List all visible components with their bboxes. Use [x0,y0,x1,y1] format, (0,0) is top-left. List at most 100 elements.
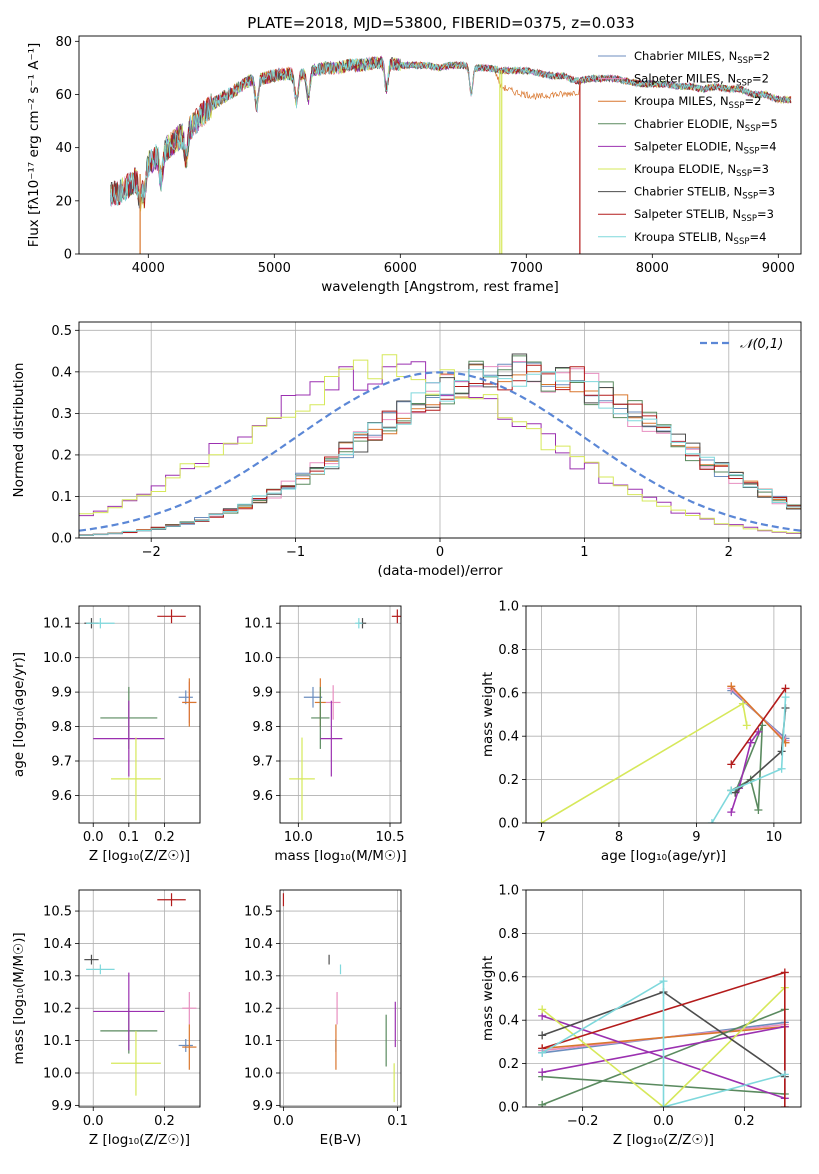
histogram-salpeter-stelib [79,364,801,536]
axes-frame [78,321,802,539]
weight-marker [781,684,790,693]
y-tick-label: 9.9 [252,686,273,701]
y-tick-label: 10.0 [43,1066,72,1081]
plot-area [538,968,789,1107]
weight-marker [781,693,790,702]
weight-line-salpeter-elodie [730,731,760,813]
weight-marker [754,805,763,814]
x-tick-label: 0.0 [83,1114,104,1129]
x-tick-label: 1 [580,545,588,560]
legend-subscript: SSP [736,79,752,89]
x-tick-label: 10 [766,830,783,845]
chart-mass-vs-ebv: 0.0 0.1 9.9 10.0 10.1 10.2 10.3 10.4 10.5 E(B-V) [244,889,408,1148]
weight-marker [727,682,736,691]
spectrum-line-kroupa-stelib [110,57,792,210]
weight-marker [746,738,755,747]
x-tick-label: 0.2 [154,1114,175,1129]
weight-marker [538,1068,547,1077]
y-tick-label: 9.9 [252,1099,273,1114]
weight-marker [727,786,736,795]
y-tick-label: 10.5 [244,905,273,920]
x-tick-label: −0.2 [567,1114,599,1129]
legend-subscript: SSP [734,237,750,247]
weight-line-kroupa-stelib [541,979,786,1107]
x-tick-label: 0 [436,545,444,560]
y-tick-label: 9.9 [51,686,72,701]
x-tick-label: 4000 [132,261,165,276]
weight-marker [780,1070,789,1079]
weight-marker [754,727,763,736]
histogram-kroupa-stelib [79,369,801,536]
chart-age-vs-Z: 0.0 0.1 0.2 9.6 9.7 9.8 9.9 10.0 10.1 Z [log₁₀(Z/… [11,605,201,864]
x-tick-label: 7000 [510,261,543,276]
x-tick-label: 7 [537,830,545,845]
y-tick-label: 10.3 [244,969,273,984]
y-axis-label: Flux [fλ10⁻¹⁷ erg cm⁻² s⁻¹ A⁻¹] [26,43,42,248]
legend-label: Kroupa ELODIE, NSSP=3 [634,162,769,179]
y-tick-label: 9.7 [252,755,273,770]
y-tick-label: 0 [64,248,72,263]
weight-marker [727,808,736,817]
axes-frame [525,605,802,824]
x-tick-label: 9000 [762,261,795,276]
y-tick-label: 10.1 [43,617,72,632]
y-tick-label: 0.0 [498,1101,519,1116]
axes-frame [78,889,201,1108]
y-tick-label: 9.6 [51,789,72,804]
x-tick-label: −1 [286,545,305,560]
normal-curve [79,371,801,532]
legend-label: Kroupa STELIB, NSSP=4 [634,230,766,247]
y-tick-label: 9.6 [252,789,273,804]
y-tick-label: 9.8 [51,720,72,735]
chart-spectrum: 4000 5000 6000 7000 8000 9000 0 20 40 60 80 wavelen… [26,35,802,295]
plot-area [289,609,401,821]
y-tick-label: 10.0 [43,651,72,666]
weight-marker [780,968,789,977]
plot-area [84,893,197,1096]
x-tick-label: 10.5 [376,830,405,845]
x-tick-label: 0.2 [154,830,175,845]
x-tick-label: 0.0 [653,1114,674,1129]
x-axis-label: Z [log₁₀(Z/Z☉)] [89,1132,190,1148]
x-axis-label: Z [log₁₀(Z/Z☉)] [89,848,190,864]
weight-marker [727,760,736,769]
plot-area [110,55,792,254]
legend-value: =2 [752,72,769,86]
weight-marker [777,764,786,773]
legend-label: Chabrier MILES, NSSP=2 [634,49,770,66]
x-tick-label: 8000 [636,261,669,276]
y-tick-label: 10.5 [43,905,72,920]
weight-marker [538,1100,547,1107]
figure-title: PLATE=2018, MJD=53800, FIBERID=0375, z=0… [247,14,634,32]
y-tick-label: 10.3 [43,969,72,984]
y-tick-label: 80 [55,35,72,50]
y-tick-label: 0.2 [498,773,519,788]
legend-value: =2 [744,94,761,108]
y-tick-label: 60 [55,88,72,103]
legend-subscript: SSP [742,192,758,202]
legend-label: Chabrier ELODIE, NSSP=5 [634,117,778,134]
weight-line-kroupa-elodie [541,702,748,823]
weight-marker [538,1005,547,1014]
legend-subscript: SSP [745,124,761,134]
y-tick-label: 1.0 [498,600,519,615]
legend-normal-label: 𝒩(0,1) [740,337,783,352]
x-tick-label: 0.2 [734,1114,755,1129]
y-tick-label: 10.0 [244,1066,273,1081]
weight-marker [780,1103,789,1107]
x-axis-label: mass [log₁₀(M/M☉)] [274,848,406,864]
x-tick-label: 0.0 [83,830,104,845]
y-axis-label: Normed distribution [11,363,27,498]
weight-line-kroupa-miles [730,685,787,744]
y-tick-label: 10.4 [244,937,273,952]
y-tick-label: 40 [55,141,72,156]
x-tick-label: 2 [725,545,733,560]
y-tick-label: 9.9 [51,1099,72,1114]
y-axis-label: mass [log₁₀(M/M☉)] [11,932,27,1064]
legend-value: =5 [761,117,778,131]
y-tick-label: 0.2 [498,1057,519,1072]
legend-value: =4 [749,230,766,244]
x-axis-label: (data-model)/error [377,563,503,579]
x-tick-label: 9 [692,830,700,845]
y-tick-label: 0.0 [498,817,519,832]
